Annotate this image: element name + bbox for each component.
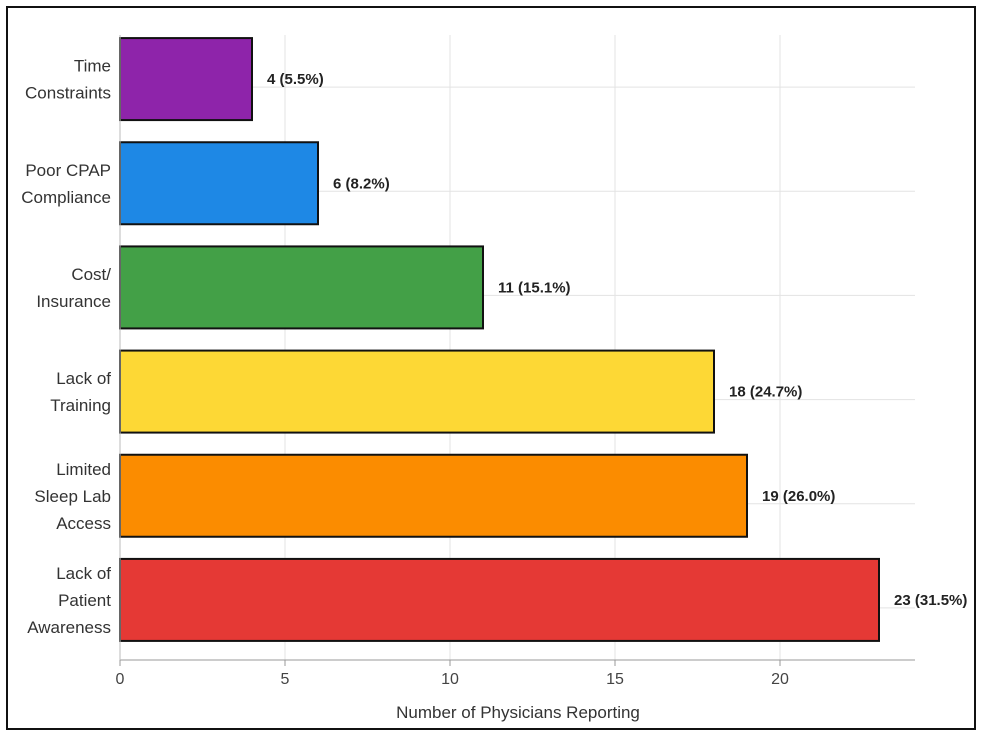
data-label: 4 (5.5%) [267,71,324,88]
data-label: 18 (24.7%) [729,384,802,401]
bars [119,37,880,642]
bar [119,141,319,226]
bar [119,37,253,122]
category-label: Limited Sleep Lab Access [34,460,111,533]
data-label: 19 (26.0%) [762,488,835,505]
category-labels: Time Constraints Poor CPAP Compliance Cost/I… [21,57,111,637]
data-label: 11 (15.1%) [498,279,571,296]
x-tick-label: 10 [441,671,459,688]
category-label: Time Constraints [25,57,111,103]
x-tick-label: 15 [606,671,624,688]
x-tick-label: 0 [116,671,125,688]
category-label: Poor CPAP Compliance [21,161,111,207]
x-tick-label: 20 [771,671,789,688]
x-axis-label: Number of Physicians Reporting [396,703,640,722]
bar [119,245,484,330]
data-label: 6 (8.2%) [333,175,390,192]
bar [119,557,880,642]
data-labels: 4 (5.5%) 6 (8.2%) 11 (15.1%) 18 (24.7%) 19 (… [267,71,967,609]
category-label: Lack of Training [50,369,111,415]
bar [119,453,748,538]
category-label: Cost/Insurance [36,265,111,311]
data-label: 23 (31.5%) [894,592,967,609]
x-tick-label: 5 [281,671,290,688]
category-label: Lack of Patient Awareness [27,564,111,637]
bar [119,349,715,434]
x-axis: 0 5 10 15 20 [116,35,915,688]
